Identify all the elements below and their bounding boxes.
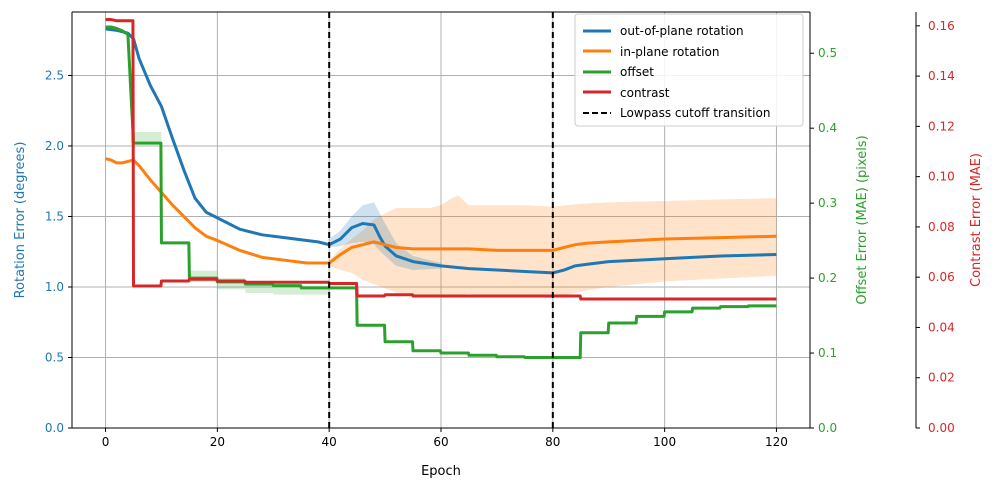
band-offset bbox=[217, 278, 246, 290]
rotation-axis: 0.0 0.5 1.0 1.5 2.0 2.5 bbox=[45, 68, 72, 435]
series-line-contrast bbox=[105, 18, 777, 301]
offset-tick-label: 0.5 bbox=[818, 46, 837, 60]
offset-tick-label: 0.0 bbox=[818, 421, 837, 435]
offset-tick-label: 0.2 bbox=[818, 271, 837, 285]
x-tick-label: 40 bbox=[322, 435, 337, 449]
rotation-tick-label: 2.5 bbox=[45, 68, 64, 82]
offset-tick-label: 0.1 bbox=[818, 346, 837, 360]
legend: out-of-plane rotation in-plane rotation … bbox=[574, 13, 804, 127]
offset-tick-label: 0.3 bbox=[818, 196, 837, 210]
band-offset bbox=[273, 285, 330, 295]
legend-label-offset: offset bbox=[620, 65, 654, 79]
legend-label-out-of-plane: out-of-plane rotation bbox=[620, 24, 744, 38]
plot-frame bbox=[71, 11, 811, 429]
x-tick-label: 60 bbox=[433, 435, 448, 449]
legend-box bbox=[574, 13, 804, 127]
contrast-tick-label: 0.10 bbox=[928, 170, 955, 184]
contrast-tick-label: 0.00 bbox=[928, 421, 955, 435]
rotation-tick-label: 1.5 bbox=[45, 209, 64, 223]
x-tick-label: 120 bbox=[765, 435, 788, 449]
band-out-of-plane-rotation bbox=[329, 202, 441, 271]
contrast-tick-label: 0.02 bbox=[928, 371, 955, 385]
series-line-out-of-plane-rotation bbox=[105, 27, 777, 275]
band-offset bbox=[189, 270, 218, 282]
rotation-axis-title: Rotation Error (degrees) bbox=[13, 142, 28, 299]
x-tick-label: 80 bbox=[545, 435, 560, 449]
x-tick-label: 100 bbox=[653, 435, 676, 449]
contrast-tick-label: 0.14 bbox=[928, 69, 955, 83]
contrast-tick-label: 0.04 bbox=[928, 320, 955, 334]
contrast-axis-title: Contrast Error (MAE) bbox=[969, 153, 984, 287]
series-line-offset bbox=[105, 25, 777, 360]
contrast-axis: 0.00 0.02 0.04 0.06 0.08 0.10 0.12 0.14 0.16 bbox=[915, 12, 955, 435]
contrast-tick-label: 0.16 bbox=[928, 19, 955, 33]
contrast-tick-label: 0.06 bbox=[928, 270, 955, 284]
offset-tick-label: 0.4 bbox=[818, 121, 837, 135]
offset-axis: 0.0 0.1 0.2 0.3 0.4 0.5 bbox=[810, 46, 837, 435]
rotation-tick-label: 2.0 bbox=[45, 139, 64, 153]
confidence-bands bbox=[130, 131, 777, 299]
contrast-tick-label: 0.08 bbox=[928, 220, 955, 234]
rotation-tick-label: 0.5 bbox=[45, 350, 64, 364]
rotation-tick-label: 1.0 bbox=[45, 280, 64, 294]
offset-axis-title: Offset Error (MAE) (pixels) bbox=[855, 135, 870, 304]
x-axis: 0 20 40 60 80 100 120 bbox=[102, 428, 788, 449]
x-tick-label: 20 bbox=[210, 435, 225, 449]
x-tick-label: 0 bbox=[102, 435, 110, 449]
band-offset bbox=[245, 281, 274, 294]
x-axis-title: Epoch bbox=[421, 464, 461, 479]
legend-label-contrast: contrast bbox=[620, 86, 670, 100]
legend-label-in-plane: in-plane rotation bbox=[620, 45, 719, 59]
rotation-tick-label: 0.0 bbox=[45, 421, 64, 435]
band-offset bbox=[130, 131, 162, 144]
contrast-tick-label: 0.12 bbox=[928, 119, 955, 133]
legend-label-lowpass: Lowpass cutoff transition bbox=[620, 106, 770, 120]
